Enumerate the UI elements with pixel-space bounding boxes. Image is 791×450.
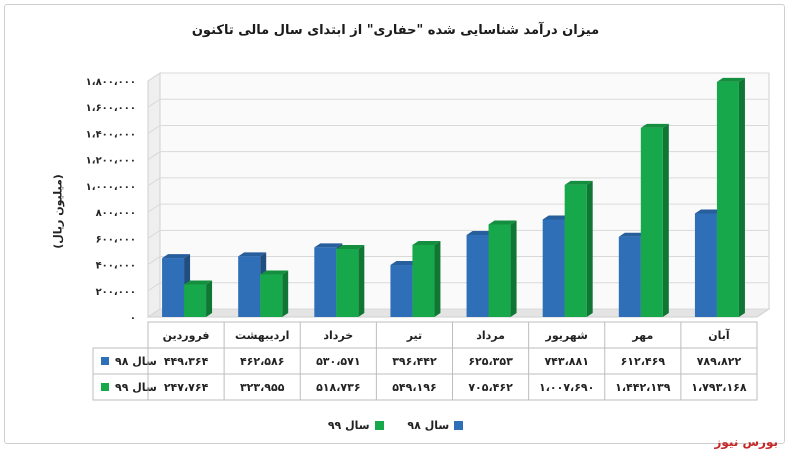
data-label: ۵۳۰،۵۷۱ [316, 355, 360, 368]
bar-side [662, 123, 669, 317]
bar-top [412, 240, 441, 245]
legend-item-99: سال ۹۹ [328, 419, 384, 432]
data-label: ۶۱۲،۴۶۹ [621, 355, 666, 368]
bar-side [206, 280, 213, 317]
data-label: ۴۴۹،۳۶۴ [164, 355, 209, 368]
chart-frame: میزان درآمد شناسایی شده "حفاری" از ابتدا… [4, 4, 786, 449]
table-row-label: سال ۹۹ [115, 381, 157, 394]
legend-item-98: سال ۹۸ [407, 419, 464, 432]
data-label: ۵۴۹،۱۹۶ [392, 381, 436, 394]
data-label: ۶۲۵،۳۵۳ [468, 355, 513, 368]
bar-99 [336, 248, 359, 317]
bar-99 [564, 184, 587, 317]
bar-98 [618, 236, 641, 317]
y-tick-label: ۴۰۰،۰۰۰ [96, 261, 136, 272]
x-category-label: اردیبهشت [235, 329, 289, 342]
bar-top [564, 180, 593, 185]
x-category-label: آبان [708, 328, 730, 342]
y-tick-label: ۱،۲۰۰،۰۰۰ [86, 156, 136, 167]
bar-side [434, 240, 441, 317]
bar-top [618, 232, 647, 237]
data-label: ۷۸۹،۸۲۲ [697, 355, 742, 368]
x-category-label: فروردین [163, 329, 210, 342]
legend-swatch-98 [454, 421, 464, 430]
data-label: ۱،۴۴۲،۱۳۹ [615, 381, 671, 394]
bar-98 [542, 219, 565, 317]
data-label: ۴۶۲،۵۸۶ [240, 355, 284, 368]
bar-top [542, 215, 571, 220]
bar-98 [238, 256, 261, 317]
gridline [147, 72, 769, 82]
data-label: ۲۴۷،۷۶۴ [164, 381, 209, 394]
data-label: ۳۹۶،۴۴۲ [392, 355, 437, 368]
x-category-label: شهریور [545, 329, 588, 342]
bar-99 [260, 274, 283, 317]
y-tick-label: ۱،۴۰۰،۰۰۰ [86, 129, 136, 140]
x-category-label: مرداد [476, 329, 505, 342]
x-category-label: مهر [631, 329, 653, 342]
bar-side [510, 220, 517, 317]
bar-top [238, 252, 267, 257]
legend-label-99: سال ۹۹ [327, 419, 370, 432]
bar-top [390, 261, 419, 266]
data-label: ۱،۰۰۷،۶۹۰ [539, 381, 594, 394]
data-label: ۳۲۳،۹۵۵ [240, 381, 285, 394]
bar-top [184, 280, 213, 285]
data-label: ۷۴۳،۸۸۱ [544, 355, 588, 368]
bar-98 [466, 235, 489, 317]
bar-98 [694, 213, 717, 317]
side-wall [147, 72, 161, 318]
legend-swatch-99 [374, 421, 384, 430]
bar-side [282, 270, 289, 317]
table-row-label: سال ۹۸ [115, 355, 157, 368]
x-category-label: خرداد [323, 329, 353, 342]
bar-98 [390, 265, 413, 317]
gridline [147, 98, 769, 108]
y-tick-label: ۰ [130, 313, 136, 324]
bar-top [640, 123, 669, 128]
y-tick-label: ۱،۸۰۰،۰۰۰ [86, 77, 136, 88]
gridline [147, 124, 769, 134]
y-tick-label: ۱،۰۰۰،۰۰۰ [86, 182, 136, 193]
bar-side [738, 77, 745, 317]
legend-label-98: سال ۹۸ [407, 419, 450, 432]
bar-99 [640, 127, 663, 317]
bar-99 [716, 81, 739, 317]
bar-top [466, 231, 495, 236]
bar-top [488, 220, 517, 225]
data-label: ۱،۷۹۳،۱۶۸ [691, 381, 747, 394]
chart-svg: ۰ ۲۰۰،۰۰۰ ۴۰۰،۰۰۰ ۶۰۰،۰۰۰ ۸۰۰،۰۰۰ ۱،۰۰۰،۰۰۰ ۱،… [86, 72, 771, 401]
y-tick-label: ۲۰۰،۰۰۰ [96, 287, 136, 298]
bar-side [586, 180, 593, 317]
y-tick-label: ۱،۶۰۰،۰۰۰ [86, 103, 136, 114]
y-tick-label: ۶۰۰،۰۰۰ [96, 234, 136, 245]
bar-98 [314, 247, 337, 317]
bar-99 [184, 284, 207, 317]
bar-top [336, 244, 365, 249]
x-category-label: تیر [406, 329, 422, 342]
bar-top [716, 77, 745, 82]
y-tick-label: ۸۰۰،۰۰۰ [96, 208, 136, 219]
chart-title: میزان درآمد شناسایی شده "حفاری" از ابتدا… [191, 23, 600, 38]
bar-top [314, 243, 343, 248]
bar-top [694, 209, 723, 214]
table-row-swatch [101, 383, 109, 391]
table-row-swatch [101, 357, 109, 365]
bar-98 [162, 258, 185, 317]
data-label: ۵۱۸،۷۳۶ [316, 381, 360, 394]
gridline [147, 177, 769, 187]
bar-99 [412, 244, 435, 317]
bar-top [260, 270, 289, 275]
data-label: ۷۰۵،۴۶۲ [468, 381, 513, 394]
gridline [147, 151, 769, 161]
bar-top [162, 254, 191, 259]
bar-99 [488, 224, 511, 317]
source-watermark: بورس نیوز [714, 435, 778, 449]
legend: سال ۹۸ سال ۹۹ [5, 419, 786, 433]
bar-side [358, 244, 365, 317]
